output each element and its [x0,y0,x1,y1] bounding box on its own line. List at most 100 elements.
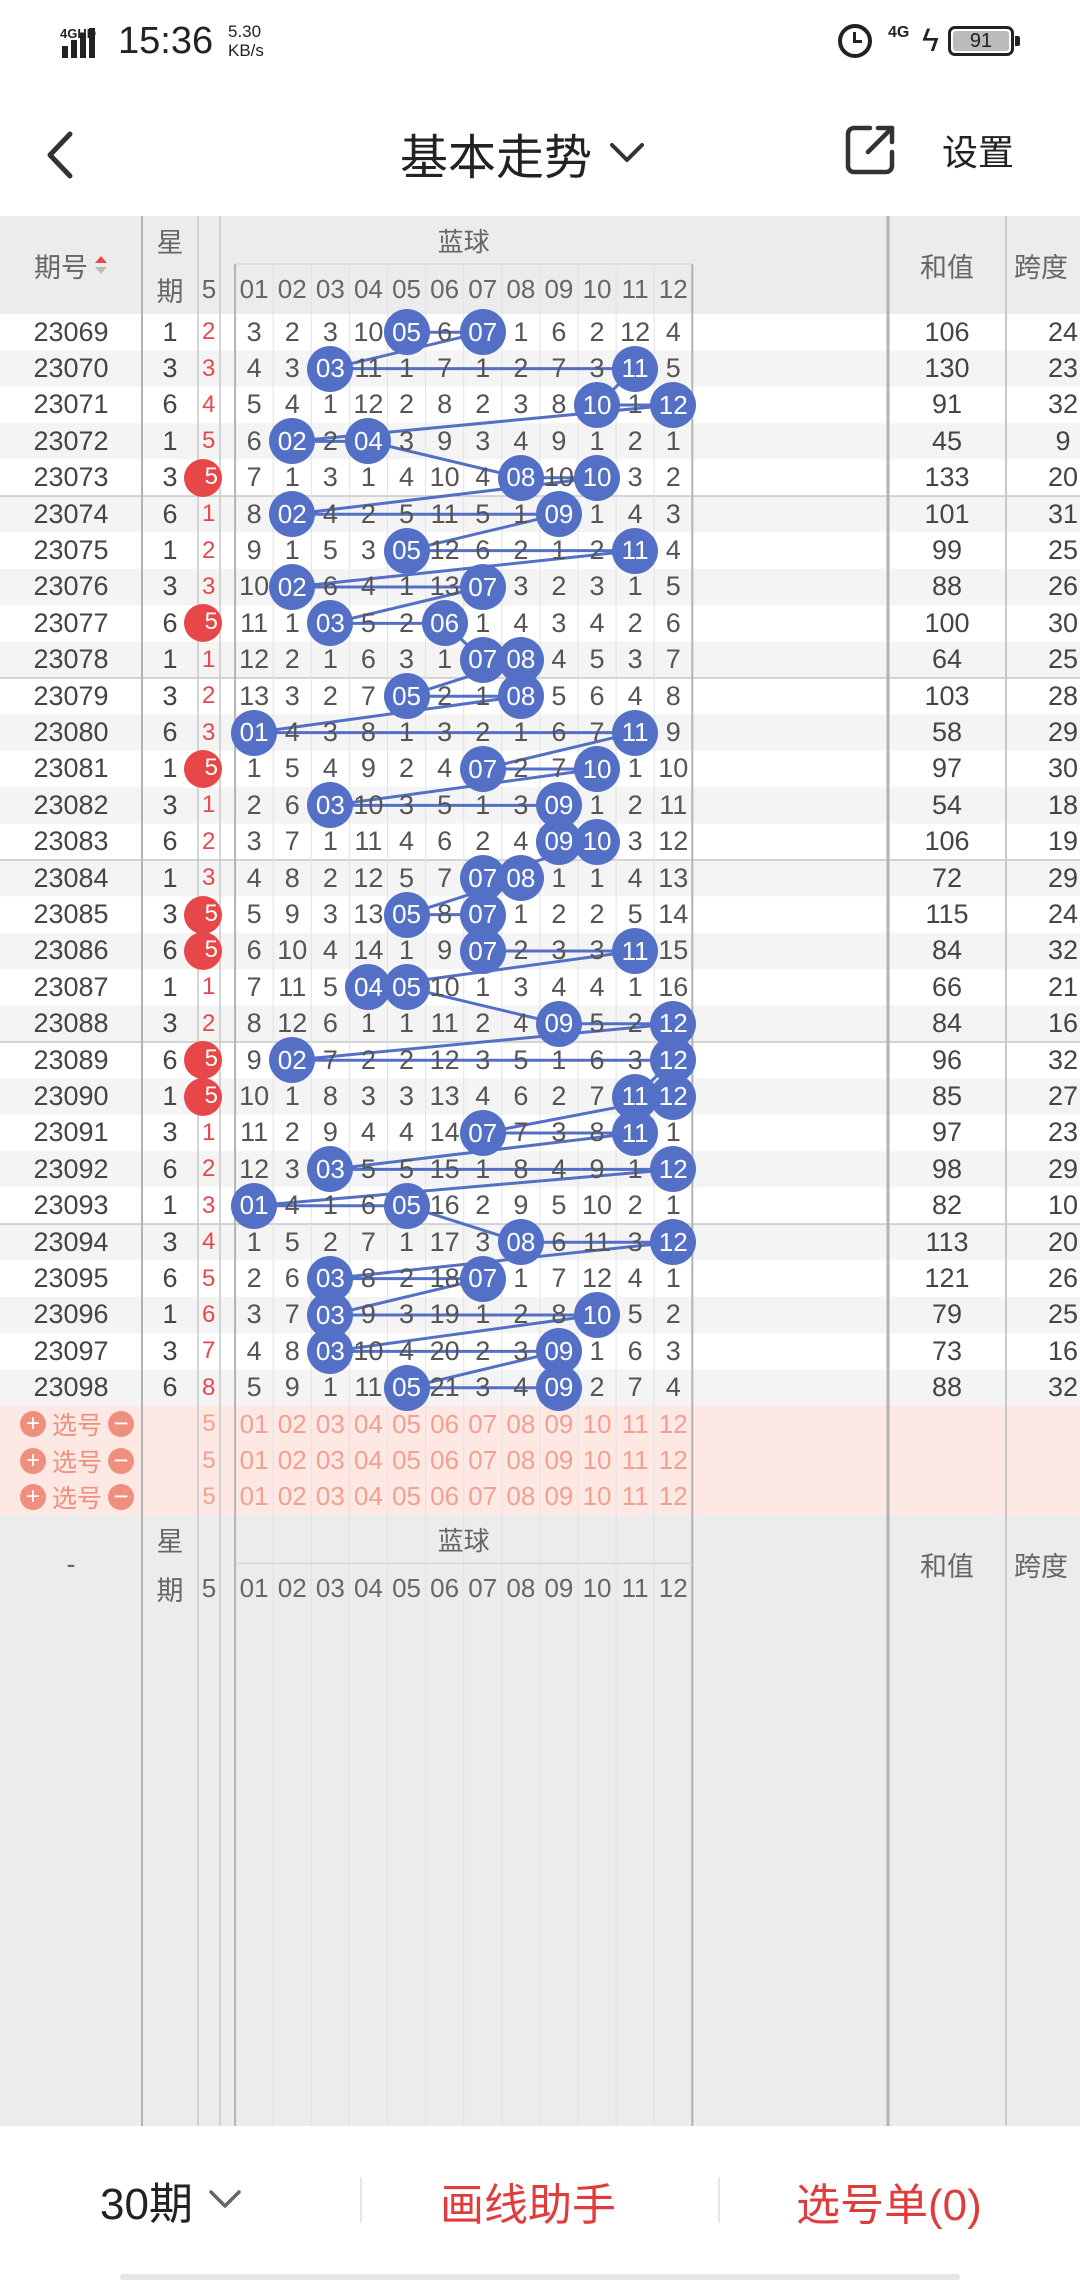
select-number[interactable]: 03 [315,1445,345,1476]
select-number[interactable]: 06 [430,1445,460,1476]
miss-cell: 1 [475,789,491,820]
select-number[interactable]: 07 [468,1445,498,1476]
title-dropdown[interactable]: 基本走势 [400,118,652,188]
col-header: 12 [658,273,688,304]
select-number[interactable]: 11 [621,1445,649,1476]
sum-cell: 113 [925,1226,969,1257]
select-number[interactable]: 05 [392,1408,421,1439]
miss-cell: 10 [239,571,270,602]
miss-cell: 3 [322,316,338,347]
blue-ball: 09 [535,491,582,538]
select-number[interactable]: 02 [277,1481,307,1512]
plus-icon[interactable]: + [20,1483,46,1510]
week-cell: 1 [162,316,178,347]
miss-cell: 11 [354,353,383,384]
settings-button[interactable]: 设置 [942,132,1015,173]
miss-cell: 12 [429,535,460,566]
draw-helper-button[interactable]: 画线助手 [440,2181,616,2230]
select-number[interactable]: 02 [277,1408,307,1439]
select-number[interactable]: 04 [353,1445,383,1476]
blue-ball: 12 [650,1073,697,1120]
miss-cell: 6 [627,1335,643,1366]
select-number[interactable]: 06 [430,1408,460,1439]
issue-cell: 23081 [33,753,109,784]
plus-icon[interactable]: + [20,1411,46,1438]
select-number[interactable]: 03 [315,1481,345,1512]
partial-cell: 3 [202,864,216,892]
select-number[interactable]: 08 [506,1445,536,1476]
select-number[interactable]: 12 [658,1408,688,1439]
minus-icon[interactable]: − [108,1410,135,1438]
plus-icon[interactable]: + [20,1447,46,1474]
select-number[interactable]: 09 [544,1445,574,1476]
miss-cell: 3 [475,1226,491,1257]
select-number[interactable]: 01 [239,1481,269,1512]
select-number[interactable]: 04 [353,1481,383,1512]
select-number[interactable]: 05 [392,1445,421,1476]
miss-cell: 21 [429,1372,460,1403]
minus-icon[interactable]: − [108,1447,135,1474]
miss-cell: 3 [589,935,605,966]
select-number[interactable]: 07 [468,1408,498,1439]
span-cell: 29 [1047,1153,1079,1184]
select-number[interactable]: 03 [315,1408,345,1439]
miss-cell: 6 [551,1226,567,1257]
selection-list-button[interactable]: 选号单(0) [796,2181,982,2230]
miss-cell: 4 [246,862,262,893]
span-cell: 32 [1047,1372,1079,1403]
issue-cell: 23083 [33,826,109,857]
miss-cell: 1 [284,607,300,638]
miss-cell: 18 [429,1263,460,1294]
blue-ball: 07 [459,928,506,974]
select-number[interactable]: 12 [658,1481,688,1512]
partial-cell: 3 [202,354,216,382]
select-number[interactable]: 06 [430,1481,460,1512]
blue-ball: 03 [307,345,354,392]
select-number[interactable]: 08 [506,1408,536,1439]
miss-cell: 14 [658,899,689,930]
week-cell: 6 [162,1044,178,1075]
select-number[interactable]: 09 [544,1481,574,1512]
select-number[interactable]: 11 [621,1408,649,1439]
miss-cell: 11 [659,789,688,820]
miss-cell: 9 [551,425,567,456]
partial-cell: 4 [202,390,216,418]
select-number[interactable]: 07 [468,1481,498,1512]
miss-cell: 1 [513,717,529,748]
miss-cell: 3 [284,1153,300,1184]
issue-sort-header[interactable]: 期号 [0,216,142,314]
select-number[interactable]: 11 [621,1481,649,1512]
share-button[interactable] [840,120,900,180]
miss-cell: 12 [277,1008,308,1039]
select-number[interactable]: 04 [353,1408,383,1439]
miss-cell: 1 [513,1263,529,1294]
miss-cell: 2 [399,1044,415,1075]
miss-cell: 1 [322,826,338,857]
select-number[interactable]: 10 [582,1445,612,1476]
miss-cell: 3 [399,425,415,456]
miss-cell: 19 [429,1299,460,1330]
blue-ball: 02 [269,418,316,465]
select-number[interactable]: 01 [239,1408,269,1439]
miss-cell: 2 [437,680,453,711]
select-number[interactable]: 09 [544,1408,574,1439]
select-number[interactable]: 10 [582,1481,612,1512]
select-number[interactable]: 02 [277,1445,307,1476]
minus-icon[interactable]: − [108,1483,135,1510]
trend-table[interactable]: 期号星期蓝球 5 01 02 03 04 05 06 07 08 09 10 11 12 和值 跨度 23069… [0,216,1080,2126]
select-number[interactable]: 10 [582,1408,612,1439]
select-number[interactable]: 05 [392,1481,421,1512]
span-cell: 16 [1047,1335,1079,1366]
blue-ball: 08 [497,454,544,501]
back-button[interactable] [36,120,92,190]
select-number[interactable]: 01 [239,1445,269,1476]
miss-cell: 11 [583,1226,612,1257]
select-number[interactable]: 08 [506,1481,536,1512]
blue-ball: 09 [535,782,582,829]
span-cell: 26 [1047,571,1079,602]
select-number[interactable]: 12 [658,1445,688,1476]
period-selector[interactable]: 30期 [100,2165,247,2235]
col-header: 05 [392,273,421,304]
miss-cell: 6 [284,1263,300,1294]
miss-cell: 2 [360,498,376,529]
